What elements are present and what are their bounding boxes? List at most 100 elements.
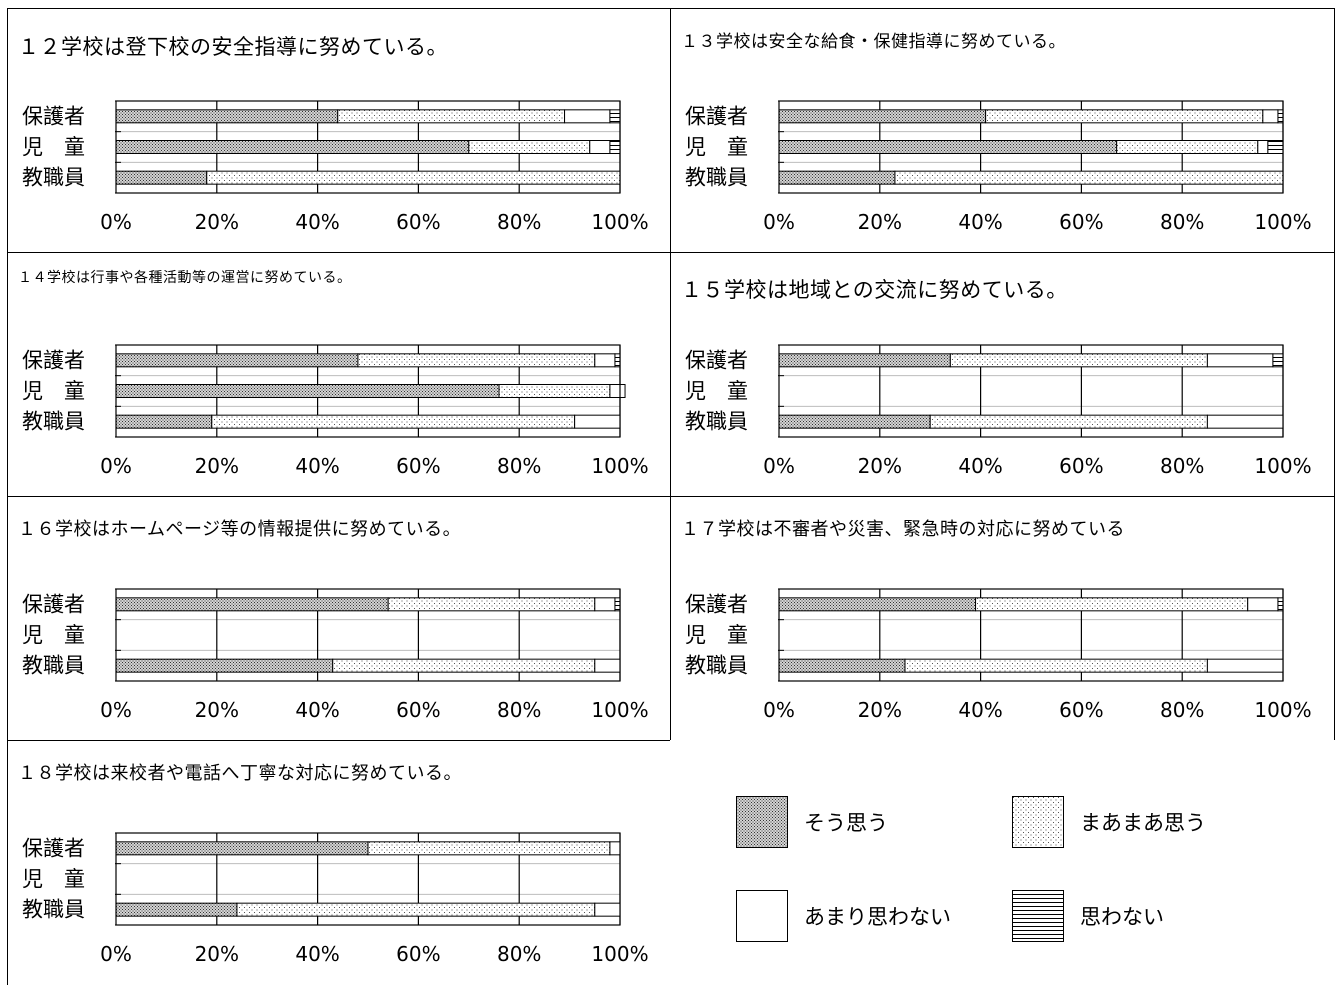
x-tick-label: 60% [1059, 210, 1103, 234]
bar-omowanai [609, 140, 621, 154]
x-tick-label: 0% [100, 942, 132, 966]
bar-maa [332, 658, 596, 673]
legend-label-maa: まあまあ思う [1080, 811, 1206, 835]
chart-panel-17: １７学校は不審者や災害、緊急時の対応に努めている保護者児 童教職員 0% 20% 40… [670, 496, 1335, 740]
category-label: 保護者 [22, 348, 85, 372]
bar-omowanai [614, 353, 621, 368]
legend-swatch-so [736, 796, 788, 848]
category-label: 教職員 [685, 166, 748, 190]
x-tick-label: 20% [195, 454, 239, 478]
bar-maa [367, 841, 611, 856]
bar-maa [949, 353, 1208, 368]
category-label: 児 童 [685, 135, 748, 159]
bar-maa [498, 384, 611, 398]
x-tick-label: 60% [396, 698, 440, 722]
legend-item-omowanai: 思わない [1012, 890, 1164, 942]
category-label: 児 童 [685, 379, 748, 403]
bar-so [778, 414, 931, 429]
x-tick-label: 100% [591, 942, 648, 966]
bar-maa [211, 414, 576, 429]
chart-title: １６学校はホームページ等の情報提供に努めている。 [18, 519, 462, 540]
bar-amari [1206, 414, 1284, 429]
bar-maa [337, 109, 566, 124]
legend-label-so: そう思う [804, 811, 888, 835]
chart-panel-16: １６学校はホームページ等の情報提供に努めている。 保護者児 童教職員 0% 20% 40… [7, 496, 670, 740]
chart-title: １２学校は登下校の安全指導に努めている。 [18, 35, 448, 59]
chart-panel-12: １２学校は登下校の安全指導に努めている。 保護者児 童教職員 0% 20% 40% 60%… [7, 8, 670, 252]
bar-so [115, 658, 334, 673]
x-tick-label: 20% [195, 698, 239, 722]
bar-maa [894, 170, 1284, 185]
bar-amari [1206, 353, 1274, 368]
bar-omowanai [1277, 597, 1284, 612]
bar-amari [594, 902, 621, 917]
bar-amari [564, 109, 611, 124]
bar-so [115, 109, 339, 124]
chart-title: １５学校は地域との交流に努めている。 [681, 278, 1068, 302]
x-tick-label: 40% [958, 454, 1002, 478]
bar-so [115, 353, 359, 368]
category-label: 児 童 [22, 379, 85, 403]
x-tick-label: 0% [100, 454, 132, 478]
bar-amari [594, 658, 621, 673]
bar-maa [387, 597, 596, 612]
bar-so [778, 140, 1118, 154]
category-label: 児 童 [22, 623, 85, 647]
category-label: 教職員 [22, 166, 85, 190]
x-tick-label: 40% [295, 698, 339, 722]
category-label: 児 童 [22, 135, 85, 159]
x-tick-label: 20% [195, 942, 239, 966]
category-label: 教職員 [685, 410, 748, 434]
x-tick-label: 40% [295, 942, 339, 966]
bar-so [778, 109, 987, 124]
chart-title: １４学校は行事や各種活動等の運営に努めている。 [18, 270, 352, 286]
x-tick-label: 0% [100, 698, 132, 722]
plot-frame [778, 344, 1284, 438]
category-label: 児 童 [22, 867, 85, 891]
x-tick-label: 60% [396, 454, 440, 478]
bar-amari [1262, 109, 1279, 124]
x-tick-label: 60% [396, 210, 440, 234]
chart-title: １７学校は不審者や災害、緊急時の対応に努めている [681, 519, 1125, 540]
bar-amari [589, 140, 611, 154]
bar-so [115, 841, 369, 856]
category-label: 教職員 [685, 654, 748, 678]
bar-so [115, 597, 389, 612]
bar-maa [975, 597, 1249, 612]
x-tick-label: 20% [858, 698, 902, 722]
x-tick-label: 80% [497, 942, 541, 966]
x-tick-label: 80% [1160, 210, 1204, 234]
x-tick-label: 80% [497, 698, 541, 722]
category-label: 教職員 [22, 898, 85, 922]
x-tick-label: 20% [195, 210, 239, 234]
category-label: 保護者 [22, 104, 85, 128]
x-tick-label: 20% [858, 210, 902, 234]
legend-item-so: そう思う [736, 796, 888, 848]
legend-item-amari: あまり思わない [736, 890, 951, 942]
bar-amari [594, 597, 616, 612]
x-tick-label: 0% [763, 210, 795, 234]
chart-panel-15: １５学校は地域との交流に努めている。 保護者児 童教職員 0% 20% 40% 60% 80… [670, 252, 1335, 496]
x-tick-label: 100% [591, 698, 648, 722]
bar-amari [574, 414, 621, 429]
bar-maa [929, 414, 1208, 429]
bar-amari [609, 841, 621, 856]
bar-amari [1247, 597, 1279, 612]
bar-so [778, 597, 977, 612]
bar-so [115, 414, 213, 429]
plot-frame [115, 588, 621, 682]
x-tick-label: 60% [396, 942, 440, 966]
legend-item-maa: まあまあ思う [1012, 796, 1206, 848]
x-tick-label: 100% [1254, 210, 1311, 234]
x-tick-label: 0% [763, 454, 795, 478]
bar-maa [985, 109, 1264, 124]
legend-swatch-omowanai [1012, 890, 1064, 942]
bar-maa [206, 170, 621, 185]
legend-swatch-amari [736, 890, 788, 942]
bar-maa [904, 658, 1208, 673]
